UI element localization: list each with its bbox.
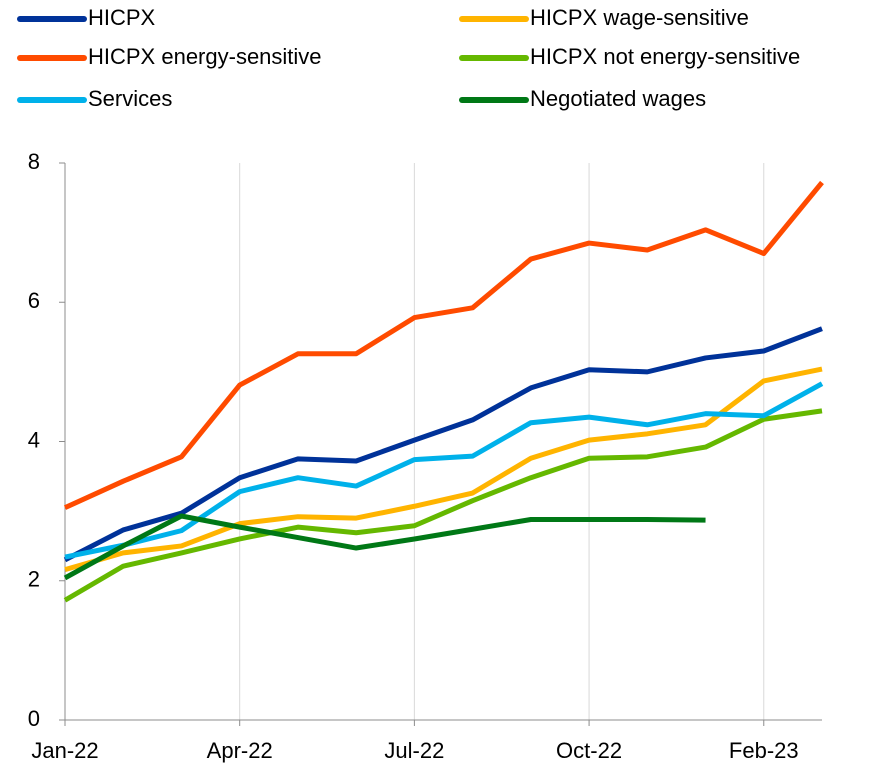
y-tick-label: 6 xyxy=(28,288,40,313)
legend-label: HICPX energy-sensitive xyxy=(88,44,322,69)
series-line xyxy=(63,180,824,510)
series-line xyxy=(64,381,824,560)
y-tick-label: 2 xyxy=(28,567,40,592)
x-tick-label: Apr-22 xyxy=(207,738,273,763)
legend-label: HICPX xyxy=(88,5,156,30)
legend-label: HICPX not energy-sensitive xyxy=(530,44,800,69)
series-line xyxy=(63,513,706,581)
x-tick-label: Oct-22 xyxy=(556,738,622,763)
x-tick-label: Jul-22 xyxy=(384,738,444,763)
legend-label: Negotiated wages xyxy=(530,86,706,111)
x-tick-label: Jan-22 xyxy=(31,738,98,763)
y-tick-label: 0 xyxy=(28,706,40,731)
legend-label: HICPX wage-sensitive xyxy=(530,5,749,30)
x-tick-label: Feb-23 xyxy=(729,738,799,763)
series-line xyxy=(63,408,823,603)
y-tick-label: 4 xyxy=(28,427,40,452)
series-line xyxy=(64,366,823,573)
series-line xyxy=(63,326,823,563)
y-tick-label: 8 xyxy=(28,149,40,174)
legend-label: Services xyxy=(88,86,172,111)
